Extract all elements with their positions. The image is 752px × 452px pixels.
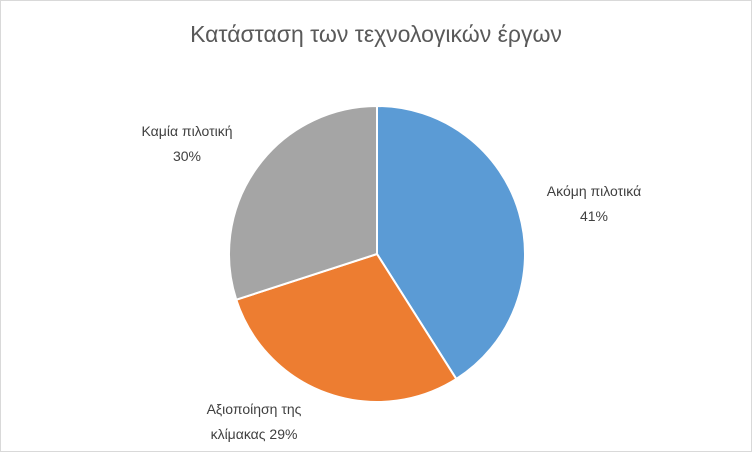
data-label: Ακόμη πιλοτικά 41% <box>535 179 653 229</box>
value-label: 30% <box>172 148 202 164</box>
data-label: Καμία πιλοτική 30% <box>128 119 246 169</box>
category-label: Αξιοποίηση της κλίμακας <box>206 401 302 442</box>
category-label: Ακόμη πιλοτικά <box>546 183 642 199</box>
chart-title: Κατάσταση των τεχνολογικών έργων <box>190 21 562 47</box>
value-label: 41% <box>579 208 609 224</box>
pie-slice <box>234 252 458 403</box>
pie-slice <box>228 104 378 301</box>
value-label: 29% <box>269 426 298 442</box>
category-label: Καμία πιλοτική <box>141 123 233 139</box>
data-label: Αξιοποίηση της κλίμακας 29% <box>195 397 313 447</box>
